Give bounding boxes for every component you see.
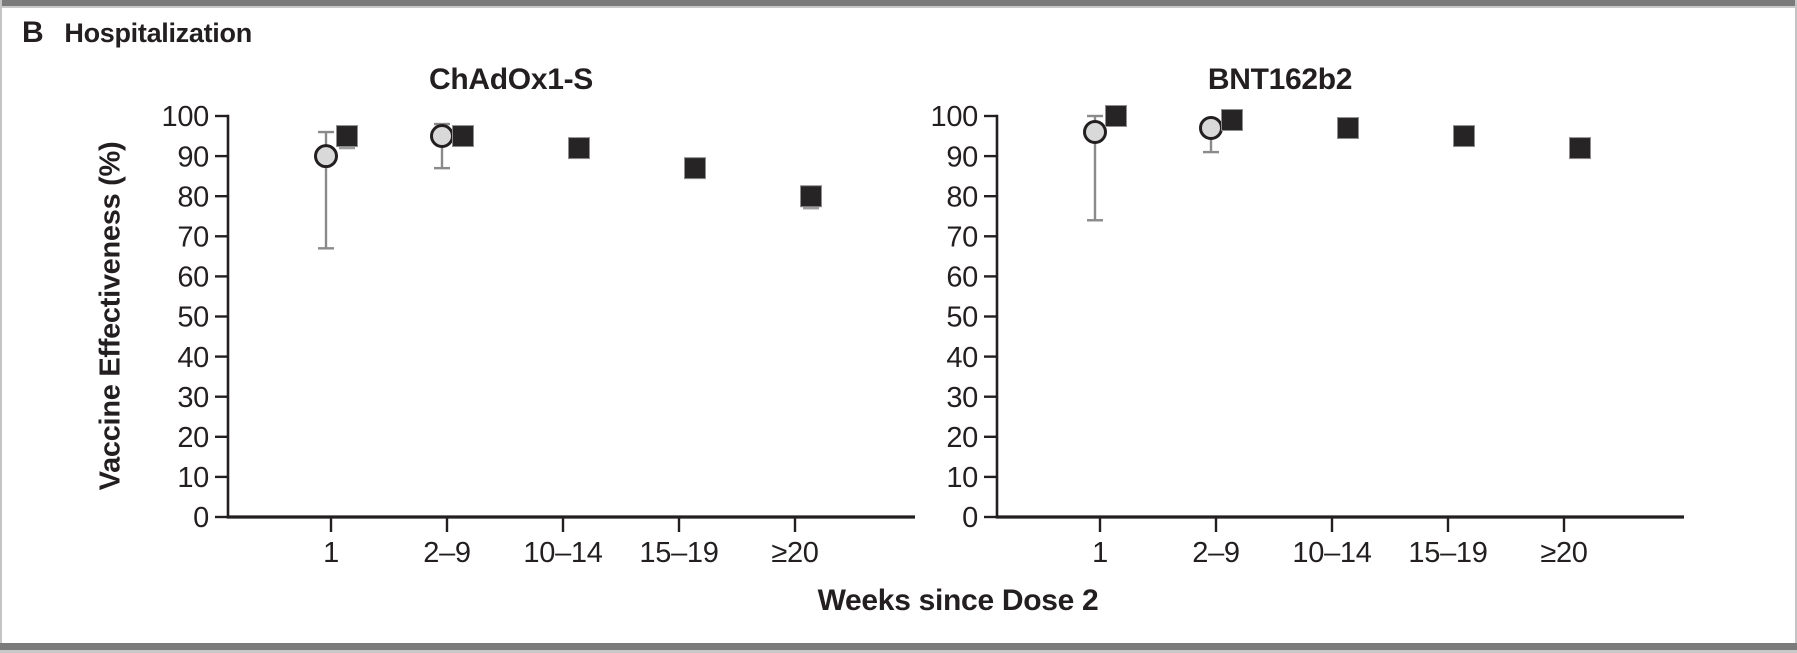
x-tick-label: 10–14 <box>523 537 602 569</box>
data-point-circle <box>430 124 454 149</box>
data-point-square <box>1221 109 1243 132</box>
x-tick-label: ≥20 <box>771 537 818 569</box>
y-tick-label: 10 <box>177 462 209 494</box>
frame-bottom-border <box>0 643 1797 650</box>
y-tick-label: 80 <box>177 181 209 213</box>
data-point-circle <box>1199 116 1223 141</box>
y-tick-label: 30 <box>177 382 209 414</box>
x-tick-label: 15–19 <box>639 537 718 569</box>
frame-left-border <box>0 0 2 653</box>
y-tick-label: 0 <box>193 502 209 534</box>
y-tick-label: 70 <box>946 221 978 253</box>
y-tick-label: 40 <box>946 342 978 374</box>
frame-top-border-thin <box>0 6 1797 8</box>
y-tick-label: 20 <box>177 422 209 454</box>
y-tick-label: 100 <box>931 101 979 133</box>
figure-header: B Hospitalization <box>22 16 252 50</box>
data-point-square <box>684 157 706 180</box>
x-axis-label: Weeks since Dose 2 <box>817 584 1099 617</box>
data-point-square <box>1105 105 1127 127</box>
x-tick-label: 2–9 <box>1192 537 1240 569</box>
data-point-square <box>452 125 474 148</box>
y-tick-label: 0 <box>962 502 978 534</box>
y-tick-label: 90 <box>177 141 209 173</box>
x-tick-label: ≥20 <box>1540 537 1587 569</box>
y-tick-label: 30 <box>946 382 978 414</box>
y-tick-label: 60 <box>177 262 209 294</box>
frame-right-border <box>1795 0 1797 653</box>
x-tick-label: 10–14 <box>1292 537 1371 569</box>
data-point-square <box>1569 137 1591 160</box>
x-tick-label: 1 <box>1092 537 1108 569</box>
y-tick-label: 80 <box>946 181 978 213</box>
panel-heading: Hospitalization <box>64 18 252 48</box>
y-tick-label: 20 <box>946 422 978 454</box>
x-tick-label: 15–19 <box>1408 537 1487 569</box>
data-point-circle <box>314 144 338 169</box>
chart-title-bnt162b2: BNT162b2 <box>1207 63 1353 96</box>
data-point-square <box>1453 125 1475 148</box>
chart-title-chadox1-s: ChAdOx1-S <box>429 63 593 96</box>
y-tick-label: 90 <box>946 141 978 173</box>
y-tick-label: 60 <box>946 262 978 294</box>
data-point-circle <box>1083 120 1107 145</box>
data-point-square <box>336 125 358 148</box>
data-point-square <box>568 137 590 160</box>
frame-top-border <box>0 0 1797 6</box>
panel-letter: B <box>22 16 44 49</box>
y-tick-label: 50 <box>177 302 209 334</box>
y-tick-label: 100 <box>162 101 210 133</box>
y-tick-label: 70 <box>177 221 209 253</box>
y-tick-label: 40 <box>177 342 209 374</box>
x-tick-label: 2–9 <box>423 537 471 569</box>
data-point-square <box>800 185 822 208</box>
data-point-square <box>1337 117 1359 140</box>
x-tick-label: 1 <box>323 537 339 569</box>
frame-bottom-border-thin <box>0 650 1797 653</box>
y-tick-label: 50 <box>946 302 978 334</box>
y-tick-label: 10 <box>946 462 978 494</box>
